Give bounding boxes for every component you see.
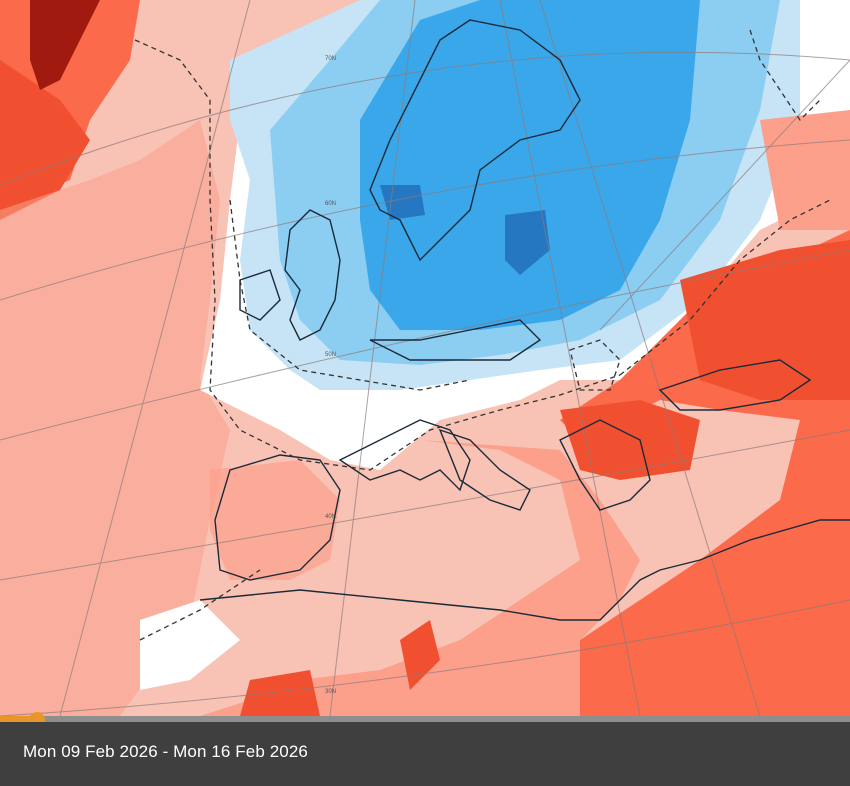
latitude-label-50n: 50N: [325, 352, 336, 358]
map-canvas: 70N 60N 50N 40N 30N: [0, 0, 850, 716]
latitude-label-30n: 30N: [325, 689, 336, 695]
latitude-label-60n: 60N: [325, 201, 336, 207]
timeline-slider[interactable]: [0, 712, 850, 728]
temperature-anomaly-map: 70N 60N 50N 40N 30N: [0, 0, 850, 716]
forecast-date-range: Mon 09 Feb 2026 - Mon 16 Feb 2026: [23, 742, 308, 761]
latitude-label-40n: 40N: [325, 514, 336, 520]
timeline-progress: [0, 716, 38, 722]
latitude-label-70n: 70N: [325, 56, 336, 62]
caption-bar: Mon 09 Feb 2026 - Mon 16 Feb 2026: [0, 722, 850, 786]
timeline-track[interactable]: [0, 716, 850, 722]
